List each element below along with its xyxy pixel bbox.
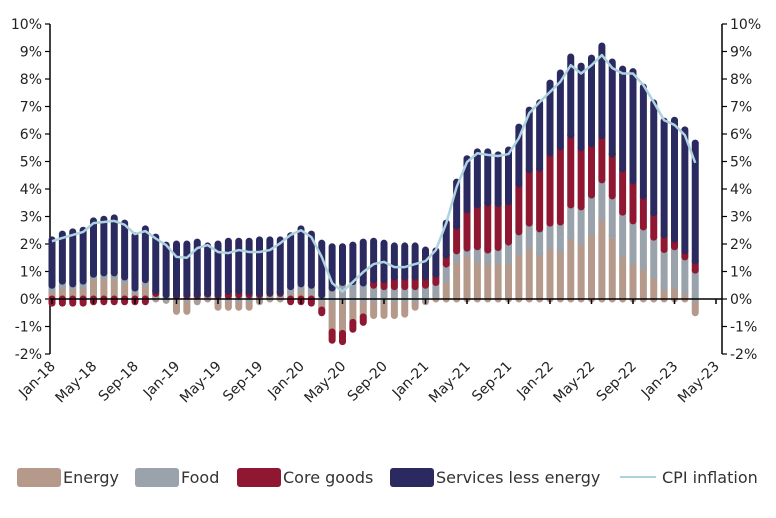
- legend-label-core-goods: Core goods: [283, 467, 374, 487]
- legend-item-core-goods: Core goods: [237, 466, 373, 488]
- legend-swatch-core-goods: [237, 467, 281, 487]
- y-tick-label-left: 1%: [20, 265, 42, 281]
- x-tick-label: May-19: [177, 359, 225, 407]
- legend-label-energy: Energy: [63, 467, 120, 487]
- y-tick-label-right: 0%: [730, 292, 752, 308]
- legend-item-energy: Energy: [17, 466, 119, 488]
- y-tick-label-left: -2%: [15, 347, 42, 363]
- y-tick-label-right: 4%: [730, 182, 752, 198]
- y-tick-label-left: 8%: [20, 72, 42, 88]
- y-tick-label-right: 6%: [730, 127, 752, 143]
- legend-item-services: Services less energy: [390, 466, 600, 488]
- y-tick-label-right: 8%: [730, 72, 752, 88]
- y-tick-label-right: 9%: [730, 45, 752, 61]
- legend-item-food: Food: [135, 466, 219, 488]
- y-tick-label-left: 0%: [20, 292, 42, 308]
- y-tick-label-right: -2%: [730, 347, 757, 363]
- x-tick-label: May-18: [53, 359, 101, 407]
- y-tick-label-left: 4%: [20, 182, 42, 198]
- legend-swatch-services: [390, 467, 434, 487]
- y-tick-label-left: 3%: [20, 210, 42, 226]
- y-tick-label-left: 6%: [20, 127, 42, 143]
- legend-item-cpi: CPI inflation: [620, 466, 758, 488]
- x-tick-label: Sep-18: [96, 359, 142, 405]
- x-tick-label: May-20: [302, 359, 350, 407]
- cpi-inflation-line: [51, 53, 697, 293]
- y-tick-label-left: 9%: [20, 45, 42, 61]
- x-tick-label: May-22: [551, 359, 599, 407]
- y-tick-label-right: 3%: [730, 210, 752, 226]
- x-tick-label: Sep-20: [345, 359, 391, 405]
- y-tick-label-left: -1%: [15, 320, 42, 336]
- legend-label-cpi: CPI inflation: [662, 467, 758, 487]
- y-tick-label-left: 5%: [20, 155, 42, 171]
- legend-line-cpi: [620, 476, 656, 478]
- x-tick-label: Sep-19: [220, 359, 266, 405]
- y-tick-label-left: 2%: [20, 237, 42, 253]
- y-tick-label-right: 5%: [730, 155, 752, 171]
- x-tick-label: Sep-22: [594, 359, 640, 405]
- legend-swatch-food: [135, 467, 179, 487]
- y-tick-label-left: 10%: [11, 17, 42, 33]
- x-tick-label: May-23: [675, 359, 723, 407]
- legend: Energy Food Core goods Services less ene…: [0, 466, 776, 490]
- stacked-bar-chart: -2% -2% -1% -1% 0% 0% 1% 1% 2% 2% 3% 3% 4% 4% 5% 5% 6% 6%…: [11, 17, 761, 407]
- legend-swatch-energy: [17, 467, 61, 487]
- y-tick-label-right: 2%: [730, 237, 752, 253]
- y-tick-label-right: -1%: [730, 320, 757, 336]
- y-tick-label-right: 1%: [730, 265, 752, 281]
- legend-label-food: Food: [181, 467, 220, 487]
- y-tick-label-right: 10%: [730, 17, 761, 33]
- legend-label-services: Services less energy: [436, 467, 601, 487]
- y-tick-label-left: 7%: [20, 100, 42, 116]
- y-tick-label-right: 7%: [730, 100, 752, 116]
- x-tick-label: Sep-21: [469, 359, 515, 405]
- x-tick-label: May-21: [426, 359, 474, 407]
